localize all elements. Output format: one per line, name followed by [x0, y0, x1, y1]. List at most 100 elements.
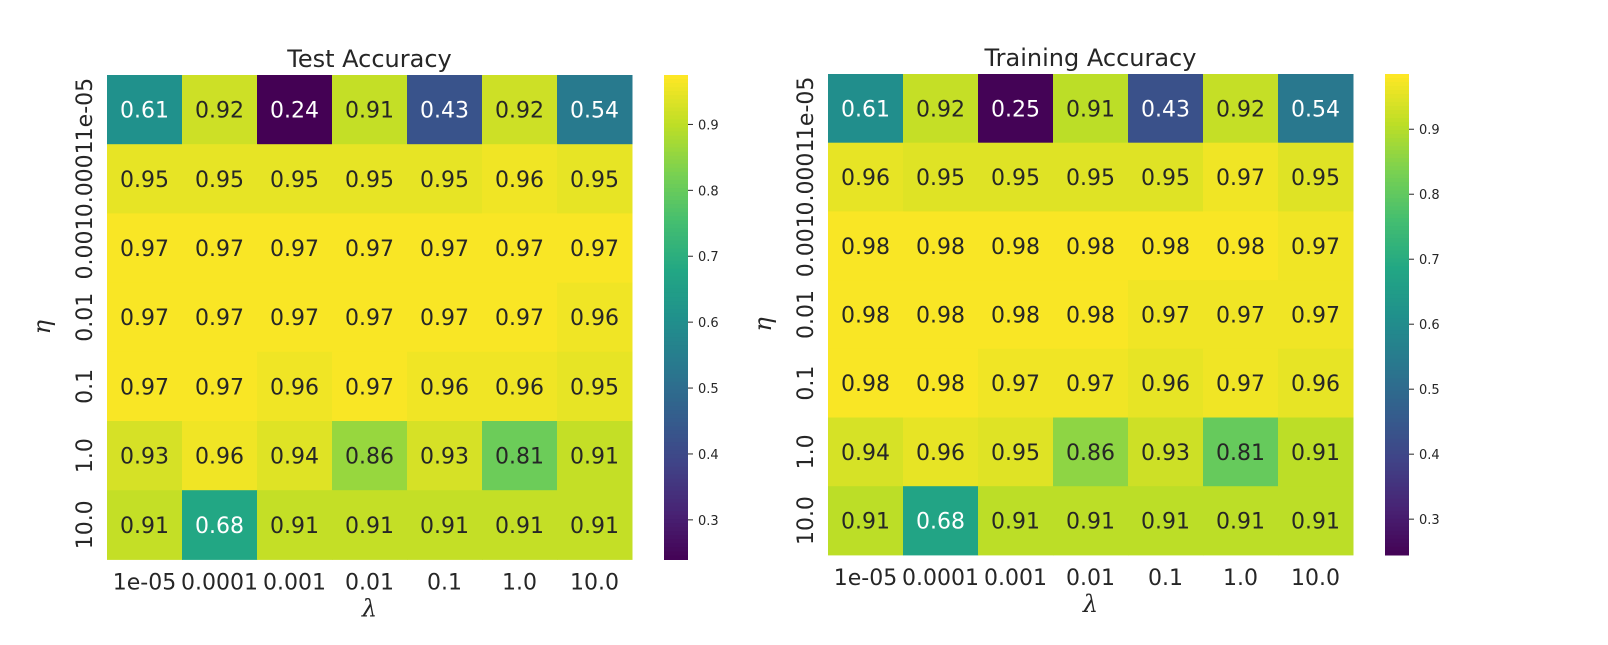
y-tick-label: 10.0	[794, 496, 819, 545]
colorbar-tick-label: 0.3	[1419, 513, 1440, 528]
colorbar-segment	[664, 224, 688, 229]
cell-value-label: 0.68	[916, 510, 965, 535]
colorbar-tick-label: 0.9	[1419, 123, 1440, 138]
colorbar-segment	[1385, 374, 1409, 380]
cell-value-label: 0.92	[495, 99, 544, 124]
colorbar-segment	[664, 353, 688, 359]
colorbar-segment	[1385, 354, 1409, 360]
y-tick-label: 1e-05	[73, 78, 98, 141]
y-axis-label: η	[28, 319, 56, 334]
colorbar-tick-label: 0.7	[698, 250, 719, 265]
cell-value-label: 0.95	[1291, 166, 1340, 191]
colorbar-segment	[1385, 534, 1409, 540]
colorbar-segment	[1385, 74, 1409, 79]
colorbar-segment	[664, 329, 688, 334]
cell-value-label: 0.93	[420, 445, 469, 470]
colorbar-segment	[664, 252, 688, 258]
colorbar-segment	[664, 232, 688, 238]
cell-value-label: 0.91	[420, 514, 469, 539]
colorbar-segment	[664, 466, 688, 472]
colorbar-segment	[1385, 538, 1409, 544]
colorbar-segment	[1385, 442, 1409, 448]
heatmap-cell	[257, 421, 333, 491]
cell-value-label: 0.97	[345, 375, 394, 400]
colorbar-segment	[1385, 350, 1409, 356]
cell-value-label: 0.97	[1216, 166, 1265, 191]
cell-value-label: 0.96	[1291, 372, 1340, 397]
colorbar-segment	[664, 498, 688, 504]
colorbar-segment	[1385, 150, 1409, 155]
colorbar-segment	[664, 325, 688, 330]
colorbar-segment	[1385, 274, 1409, 279]
cell-value-label: 0.98	[1066, 235, 1115, 260]
cell-value-label: 0.97	[1216, 303, 1265, 328]
colorbar-segment	[1385, 478, 1409, 484]
colorbar-segment	[664, 365, 688, 371]
colorbar-segment	[1385, 190, 1409, 195]
cell-value-label: 0.98	[1066, 303, 1115, 328]
colorbar-segment	[664, 119, 688, 125]
heatmap-cell	[182, 213, 258, 284]
heatmap-cell	[903, 74, 979, 144]
heatmap-cell	[978, 74, 1054, 144]
colorbar-segment	[664, 155, 688, 161]
colorbar-segment	[1385, 390, 1409, 396]
heatmap-cell	[1278, 211, 1354, 281]
y-tick-label: 0.01	[794, 290, 819, 339]
colorbar-segment	[1385, 482, 1409, 488]
colorbar-segment	[664, 470, 688, 476]
cell-value-label: 0.91	[345, 514, 394, 539]
cell-value-label: 0.95	[916, 166, 965, 191]
heatmap-cell	[182, 351, 258, 422]
y-tick-label: 0.1	[794, 366, 819, 401]
cell-value-label: 0.97	[1141, 303, 1190, 328]
colorbar-segment	[1385, 518, 1409, 524]
colorbar-segment	[1385, 102, 1409, 107]
heatmap-cell	[903, 280, 979, 350]
cell-value-label: 0.54	[570, 99, 619, 124]
cell-value-label: 0.95	[991, 441, 1040, 466]
colorbar-segment	[664, 268, 688, 274]
colorbar-segment	[664, 349, 688, 355]
colorbar-segment	[664, 506, 688, 512]
heatmap-cell	[828, 211, 904, 281]
colorbar-segment	[1385, 158, 1409, 163]
colorbar-segment	[664, 244, 688, 250]
colorbar-segment	[664, 438, 688, 443]
colorbar-segment	[664, 430, 688, 435]
colorbar-segment	[664, 482, 688, 488]
colorbar-segment	[664, 313, 688, 318]
colorbar-segment	[664, 337, 688, 343]
heatmap-cell	[1128, 280, 1204, 350]
colorbar-segment	[664, 297, 688, 302]
cell-value-label: 0.97	[345, 237, 394, 262]
heatmap-cell	[332, 213, 408, 284]
colorbar-segment	[664, 131, 688, 137]
colorbar-segment	[664, 139, 688, 145]
colorbar-segment	[664, 87, 688, 92]
colorbar-segment	[1385, 82, 1409, 87]
colorbar-segment	[1385, 294, 1409, 300]
heatmap-cell	[828, 142, 904, 212]
cell-value-label: 0.96	[495, 375, 544, 400]
colorbar-segment	[664, 260, 688, 266]
y-tick-label: 0.0001	[794, 139, 819, 216]
cell-value-label: 0.97	[495, 306, 544, 331]
colorbar-segment	[1385, 262, 1409, 267]
colorbar-segment	[1385, 238, 1409, 243]
colorbar-segment	[1385, 162, 1409, 167]
heatmap-cell	[107, 490, 183, 560]
colorbar-segment	[664, 163, 688, 169]
colorbar-segment	[664, 175, 688, 181]
heatmap-cell	[1278, 74, 1354, 144]
colorbar-segment	[664, 547, 688, 552]
heatmap-cell	[1203, 142, 1279, 212]
heatmap-cell	[1128, 348, 1204, 418]
cell-value-label: 0.95	[1066, 166, 1115, 191]
colorbar-segment	[1385, 206, 1409, 211]
colorbar-segment	[664, 321, 688, 326]
cell-value-label: 0.97	[991, 372, 1040, 397]
colorbar-segment	[664, 442, 688, 447]
y-tick-label: 1.0	[794, 434, 819, 469]
colorbar-segment	[664, 99, 688, 104]
